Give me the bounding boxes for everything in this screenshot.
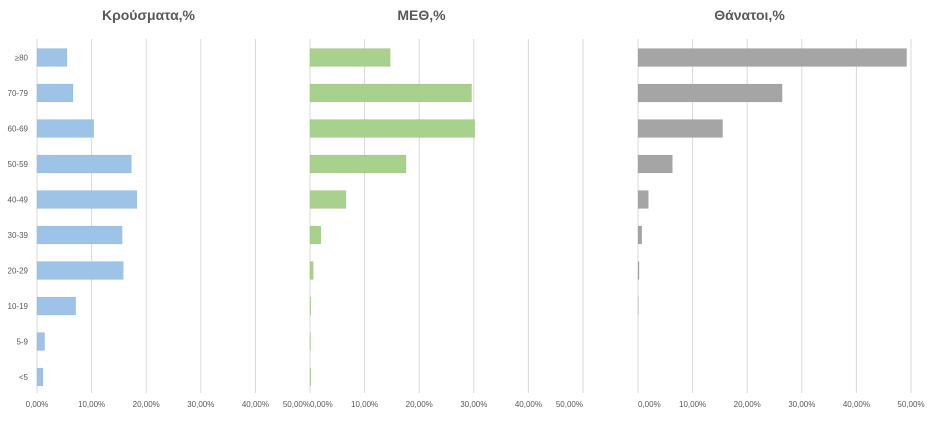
tick-label: 10,00% — [679, 400, 706, 409]
bar — [36, 367, 44, 387]
tick-label: 0,00% — [26, 400, 49, 409]
bar — [637, 225, 643, 245]
panel-title: Κρούσματα,% — [102, 7, 196, 23]
bar — [36, 48, 68, 67]
category-label: 20-29 — [8, 267, 29, 276]
bar — [36, 332, 45, 351]
category-label: 30-39 — [8, 231, 29, 240]
category-label: ≥80 — [15, 54, 29, 63]
bar — [309, 367, 312, 387]
bar — [309, 225, 322, 245]
tick-label: 30,00% — [788, 400, 815, 409]
tick-label: 20,00% — [133, 400, 160, 409]
tick-label: 20,00% — [406, 400, 433, 409]
bar — [637, 154, 673, 174]
bar — [36, 225, 123, 245]
bar — [309, 261, 314, 280]
category-label: 10-19 — [8, 302, 29, 311]
bar — [36, 154, 132, 174]
bar — [36, 83, 74, 103]
bar — [637, 261, 640, 280]
tick-label: 40,00% — [515, 400, 542, 409]
tick-label: 30,00% — [187, 400, 214, 409]
panel-title: Θάνατοι,% — [714, 7, 785, 23]
category-label: 60-69 — [8, 125, 29, 134]
bar — [36, 296, 77, 316]
tick-label: 30,00% — [460, 400, 487, 409]
bar — [36, 190, 138, 209]
tick-label: 20,00% — [734, 400, 761, 409]
bar — [309, 48, 391, 67]
category-label: <5 — [19, 373, 29, 382]
bar — [637, 190, 649, 209]
bar — [309, 154, 407, 174]
panel-title: ΜΕΘ,% — [397, 7, 446, 23]
tick-label: 40,00% — [242, 400, 269, 409]
bar — [637, 48, 907, 67]
bar — [309, 296, 312, 316]
bar — [637, 83, 783, 103]
bar — [36, 261, 124, 280]
bar — [637, 119, 723, 138]
tick-label: 50,00% — [897, 400, 924, 409]
category-label: 50-59 — [8, 160, 29, 169]
bar — [309, 83, 472, 103]
tick-label: 10,00% — [351, 400, 378, 409]
category-label: 70-79 — [8, 89, 29, 98]
tick-label: 0,00% — [638, 400, 661, 409]
tick-label: 50,00% — [283, 400, 310, 409]
tick-label: 40,00% — [843, 400, 870, 409]
category-label: 40-49 — [8, 196, 29, 205]
bar — [309, 119, 476, 138]
tick-label: 50,00% — [556, 400, 583, 409]
bar — [309, 190, 347, 209]
category-label: 5-9 — [16, 338, 28, 347]
tick-label: 10,00% — [78, 400, 105, 409]
tick-label: 0,00% — [310, 400, 333, 409]
bar — [309, 332, 311, 351]
bar — [36, 119, 95, 138]
